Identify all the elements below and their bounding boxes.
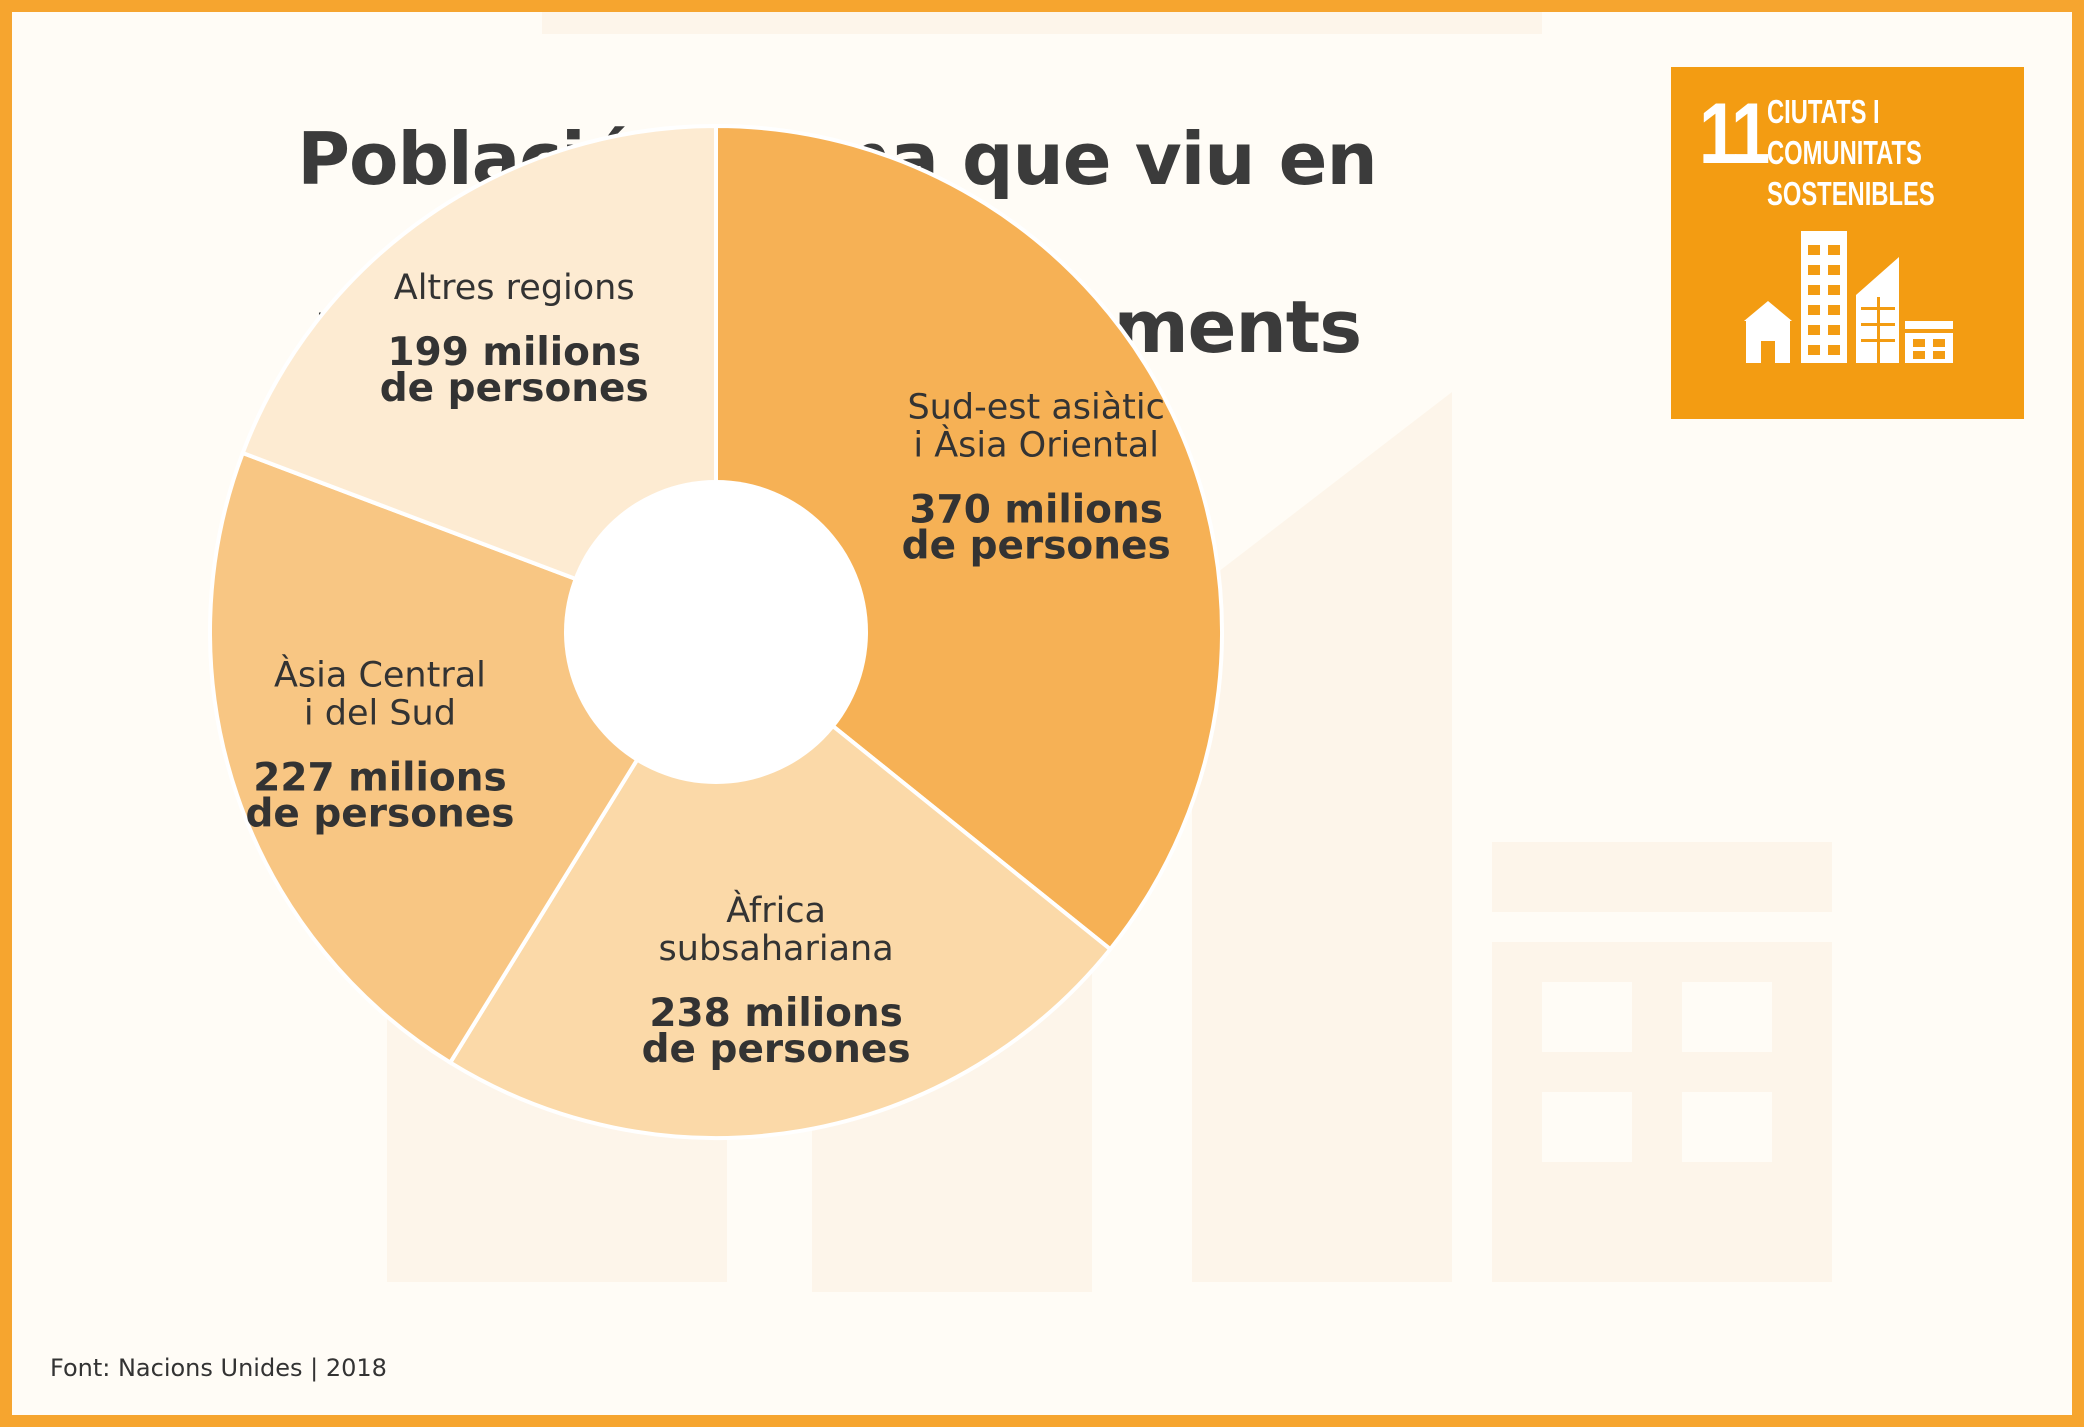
slice-name-label: i Àsia Oriental — [913, 424, 1159, 466]
donut-slice-3 — [240, 123, 718, 635]
slice-value-label: 227 milions — [253, 755, 507, 800]
city-buildings-icon — [1744, 231, 1953, 363]
sdg-number: 11 — [1699, 86, 1770, 182]
slice-name-label: Altres regions — [394, 268, 635, 308]
slice-value-label: de persones — [902, 524, 1171, 569]
slice-value-label: de persones — [642, 1027, 911, 1072]
sdg-11-badge: 11 CIUTATS I COMUNITATS SOSTENIBLES — [1671, 67, 2024, 419]
slice-value-label: 370 milions — [909, 488, 1163, 533]
slice-name-label: Àsia Central — [274, 653, 486, 695]
donut-slice-1 — [447, 629, 1114, 1140]
sdg-goal-line-3: SOSTENIBLES — [1767, 175, 1935, 212]
slice-name-label: i del Sud — [304, 693, 456, 733]
sdg-goal-text: CIUTATS I COMUNITATS SOSTENIBLES — [1767, 91, 1935, 214]
slice-value-label: de persones — [245, 791, 514, 836]
sdg-goal-line-2: COMUNITATS — [1767, 134, 1922, 171]
source-note: Font: Nacions Unides | 2018 — [50, 1354, 387, 1382]
infographic-frame: Població urbana que viu en barris margin… — [12, 12, 2072, 1415]
slice-value-label: de persones — [380, 366, 649, 411]
slice-name-label: Àfrica — [726, 889, 826, 931]
slice-value-label: 238 milions — [649, 991, 903, 1036]
slice-name-label: Sud-est asiàtic — [907, 388, 1164, 428]
slice-name-label: subsahariana — [659, 929, 894, 969]
donut-slice-0 — [714, 123, 1224, 953]
slice-value-label: 199 milions — [387, 330, 641, 375]
donut-hole — [564, 480, 868, 784]
sdg-goal-line-1: CIUTATS I — [1767, 93, 1880, 130]
